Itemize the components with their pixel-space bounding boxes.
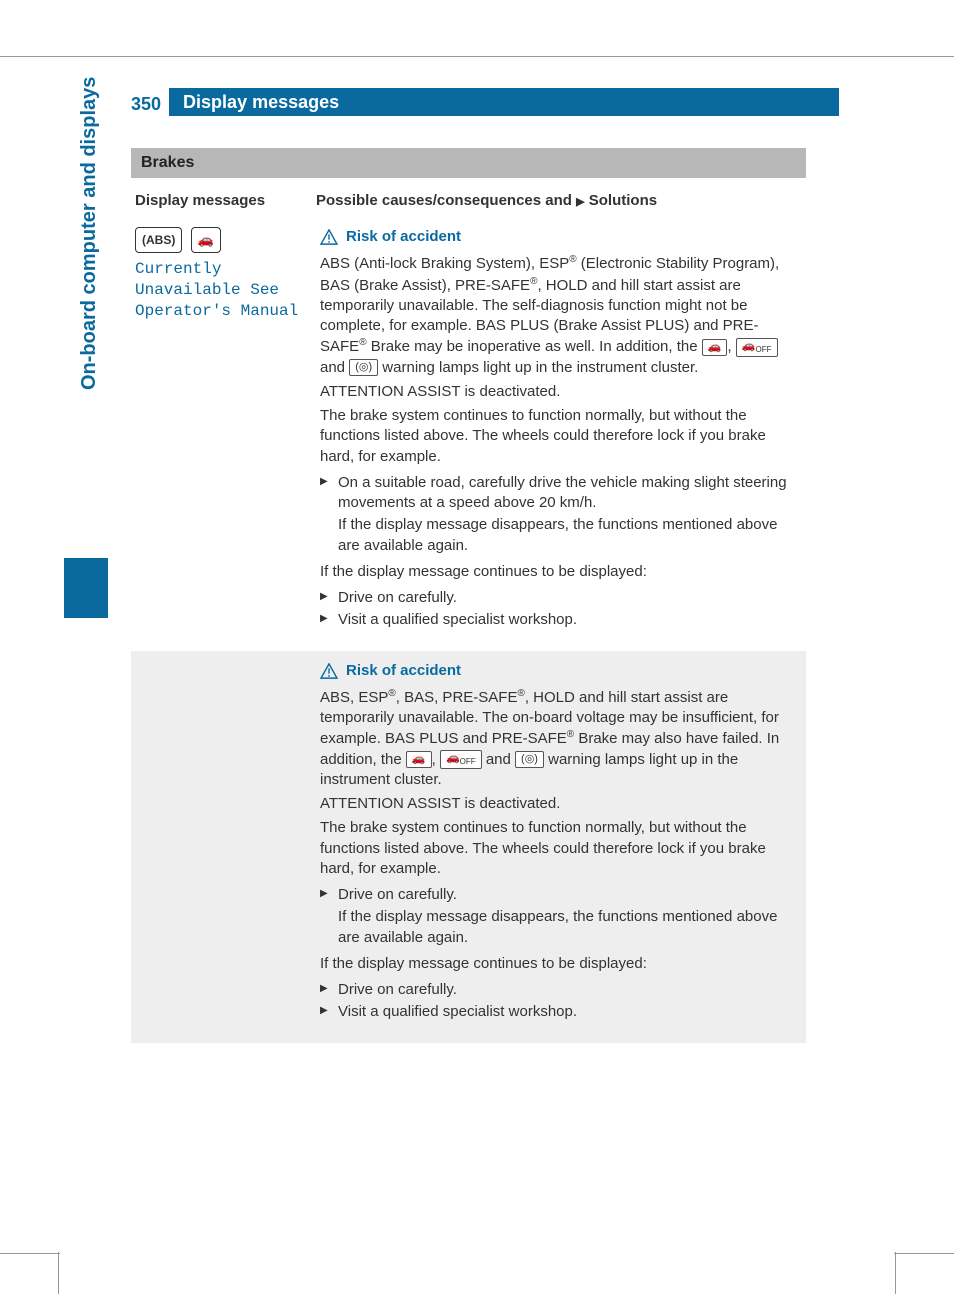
messages-table: (ABS) Currently Unavailable See Operator… (131, 217, 806, 1043)
risk-label: Risk of accident (346, 227, 461, 247)
steps-list: On a suitable road, carefully drive the … (320, 473, 798, 556)
warning-triangle-icon (320, 229, 338, 245)
paragraph: ABS (Anti-lock Braking System), ESP® (El… (320, 253, 798, 378)
step-item: On a suitable road, carefully drive the … (320, 473, 798, 556)
step-item: Drive on carefully. If the display messa… (320, 885, 798, 948)
page-header: 350 Display messages (131, 88, 839, 116)
paragraph: The brake system continues to function n… (320, 818, 798, 879)
col-header-left: Display messages (131, 192, 316, 209)
step-subtext: If the display message disappears, the f… (338, 907, 798, 948)
table-row: Risk of accident ABS, ESP®, BAS, PRE-SAF… (131, 651, 806, 1043)
solution-cell: Risk of accident ABS, ESP®, BAS, PRE-SAF… (316, 651, 806, 1043)
side-section-label: On-board computer and displays (78, 77, 101, 390)
risk-heading: Risk of accident (320, 661, 798, 681)
paragraph: ATTENTION ASSIST is deactivated. (320, 794, 798, 814)
crop-mark (895, 1252, 896, 1294)
paragraph: If the display message continues to be d… (320, 562, 798, 582)
risk-label: Risk of accident (346, 661, 461, 681)
step-text: Visit a qualified specialist workshop. (338, 611, 577, 628)
steps-list: Drive on carefully. Visit a qualified sp… (320, 588, 798, 631)
warning-triangle-icon (320, 663, 338, 679)
crop-mark (894, 1253, 954, 1254)
esp-off-lamp-icon: 🚗OFF (736, 338, 778, 357)
esp-lamp-icon: 🚗 (406, 751, 432, 768)
side-tab-block (64, 558, 108, 618)
solutions-arrow-icon: ▶ (576, 196, 584, 208)
step-item: Visit a qualified specialist workshop. (320, 610, 798, 630)
col-header-right: Possible causes/consequences and ▶ Solut… (316, 192, 806, 209)
page-number: 350 (131, 88, 169, 116)
column-headers: Display messages Possible causes/consequ… (131, 178, 806, 217)
table-row: (ABS) Currently Unavailable See Operator… (131, 217, 806, 651)
step-text: Drive on carefully. (338, 981, 457, 998)
esp-lamp-icon: 🚗 (702, 339, 728, 356)
abs-lamp-icon: (◎) (515, 751, 544, 768)
paragraph: If the display message continues to be d… (320, 954, 798, 974)
crop-mark (0, 1253, 60, 1254)
display-message-cell: (ABS) Currently Unavailable See Operator… (131, 217, 316, 651)
crop-mark (58, 1252, 59, 1294)
paragraph: ABS, ESP®, BAS, PRE-SAFE®, HOLD and hill… (320, 687, 798, 790)
section-title: Brakes (131, 148, 806, 178)
page-top-border (0, 56, 954, 57)
display-message-cell (131, 651, 316, 1043)
abs-icon: (ABS) (135, 227, 182, 253)
solution-cell: Risk of accident ABS (Anti-lock Braking … (316, 217, 806, 651)
step-item: Visit a qualified specialist workshop. (320, 1002, 798, 1022)
page-title: Display messages (169, 88, 839, 116)
step-subtext: If the display message disappears, the f… (338, 515, 798, 556)
col-header-right-suffix: Solutions (585, 192, 658, 209)
steps-list: Drive on carefully. Visit a qualified sp… (320, 980, 798, 1023)
step-text: Visit a qualified specialist workshop. (338, 1003, 577, 1020)
abs-lamp-icon: (◎) (349, 359, 378, 376)
step-text: On a suitable road, carefully drive the … (338, 474, 787, 511)
esp-off-lamp-icon: 🚗OFF (440, 750, 482, 769)
paragraph: The brake system continues to function n… (320, 406, 798, 467)
esp-icon (191, 227, 221, 253)
steps-list: Drive on carefully. If the display messa… (320, 885, 798, 948)
paragraph: ATTENTION ASSIST is deactivated. (320, 382, 798, 402)
content-area: Brakes Display messages Possible causes/… (131, 148, 806, 1043)
step-text: Drive on carefully. (338, 886, 457, 903)
step-item: Drive on carefully. (320, 980, 798, 1000)
display-message-text: Currently Unavailable See Operator's Man… (135, 259, 308, 321)
col-header-right-prefix: Possible causes/consequences and (316, 192, 576, 209)
step-text: Drive on carefully. (338, 589, 457, 606)
step-item: Drive on carefully. (320, 588, 798, 608)
risk-heading: Risk of accident (320, 227, 798, 247)
